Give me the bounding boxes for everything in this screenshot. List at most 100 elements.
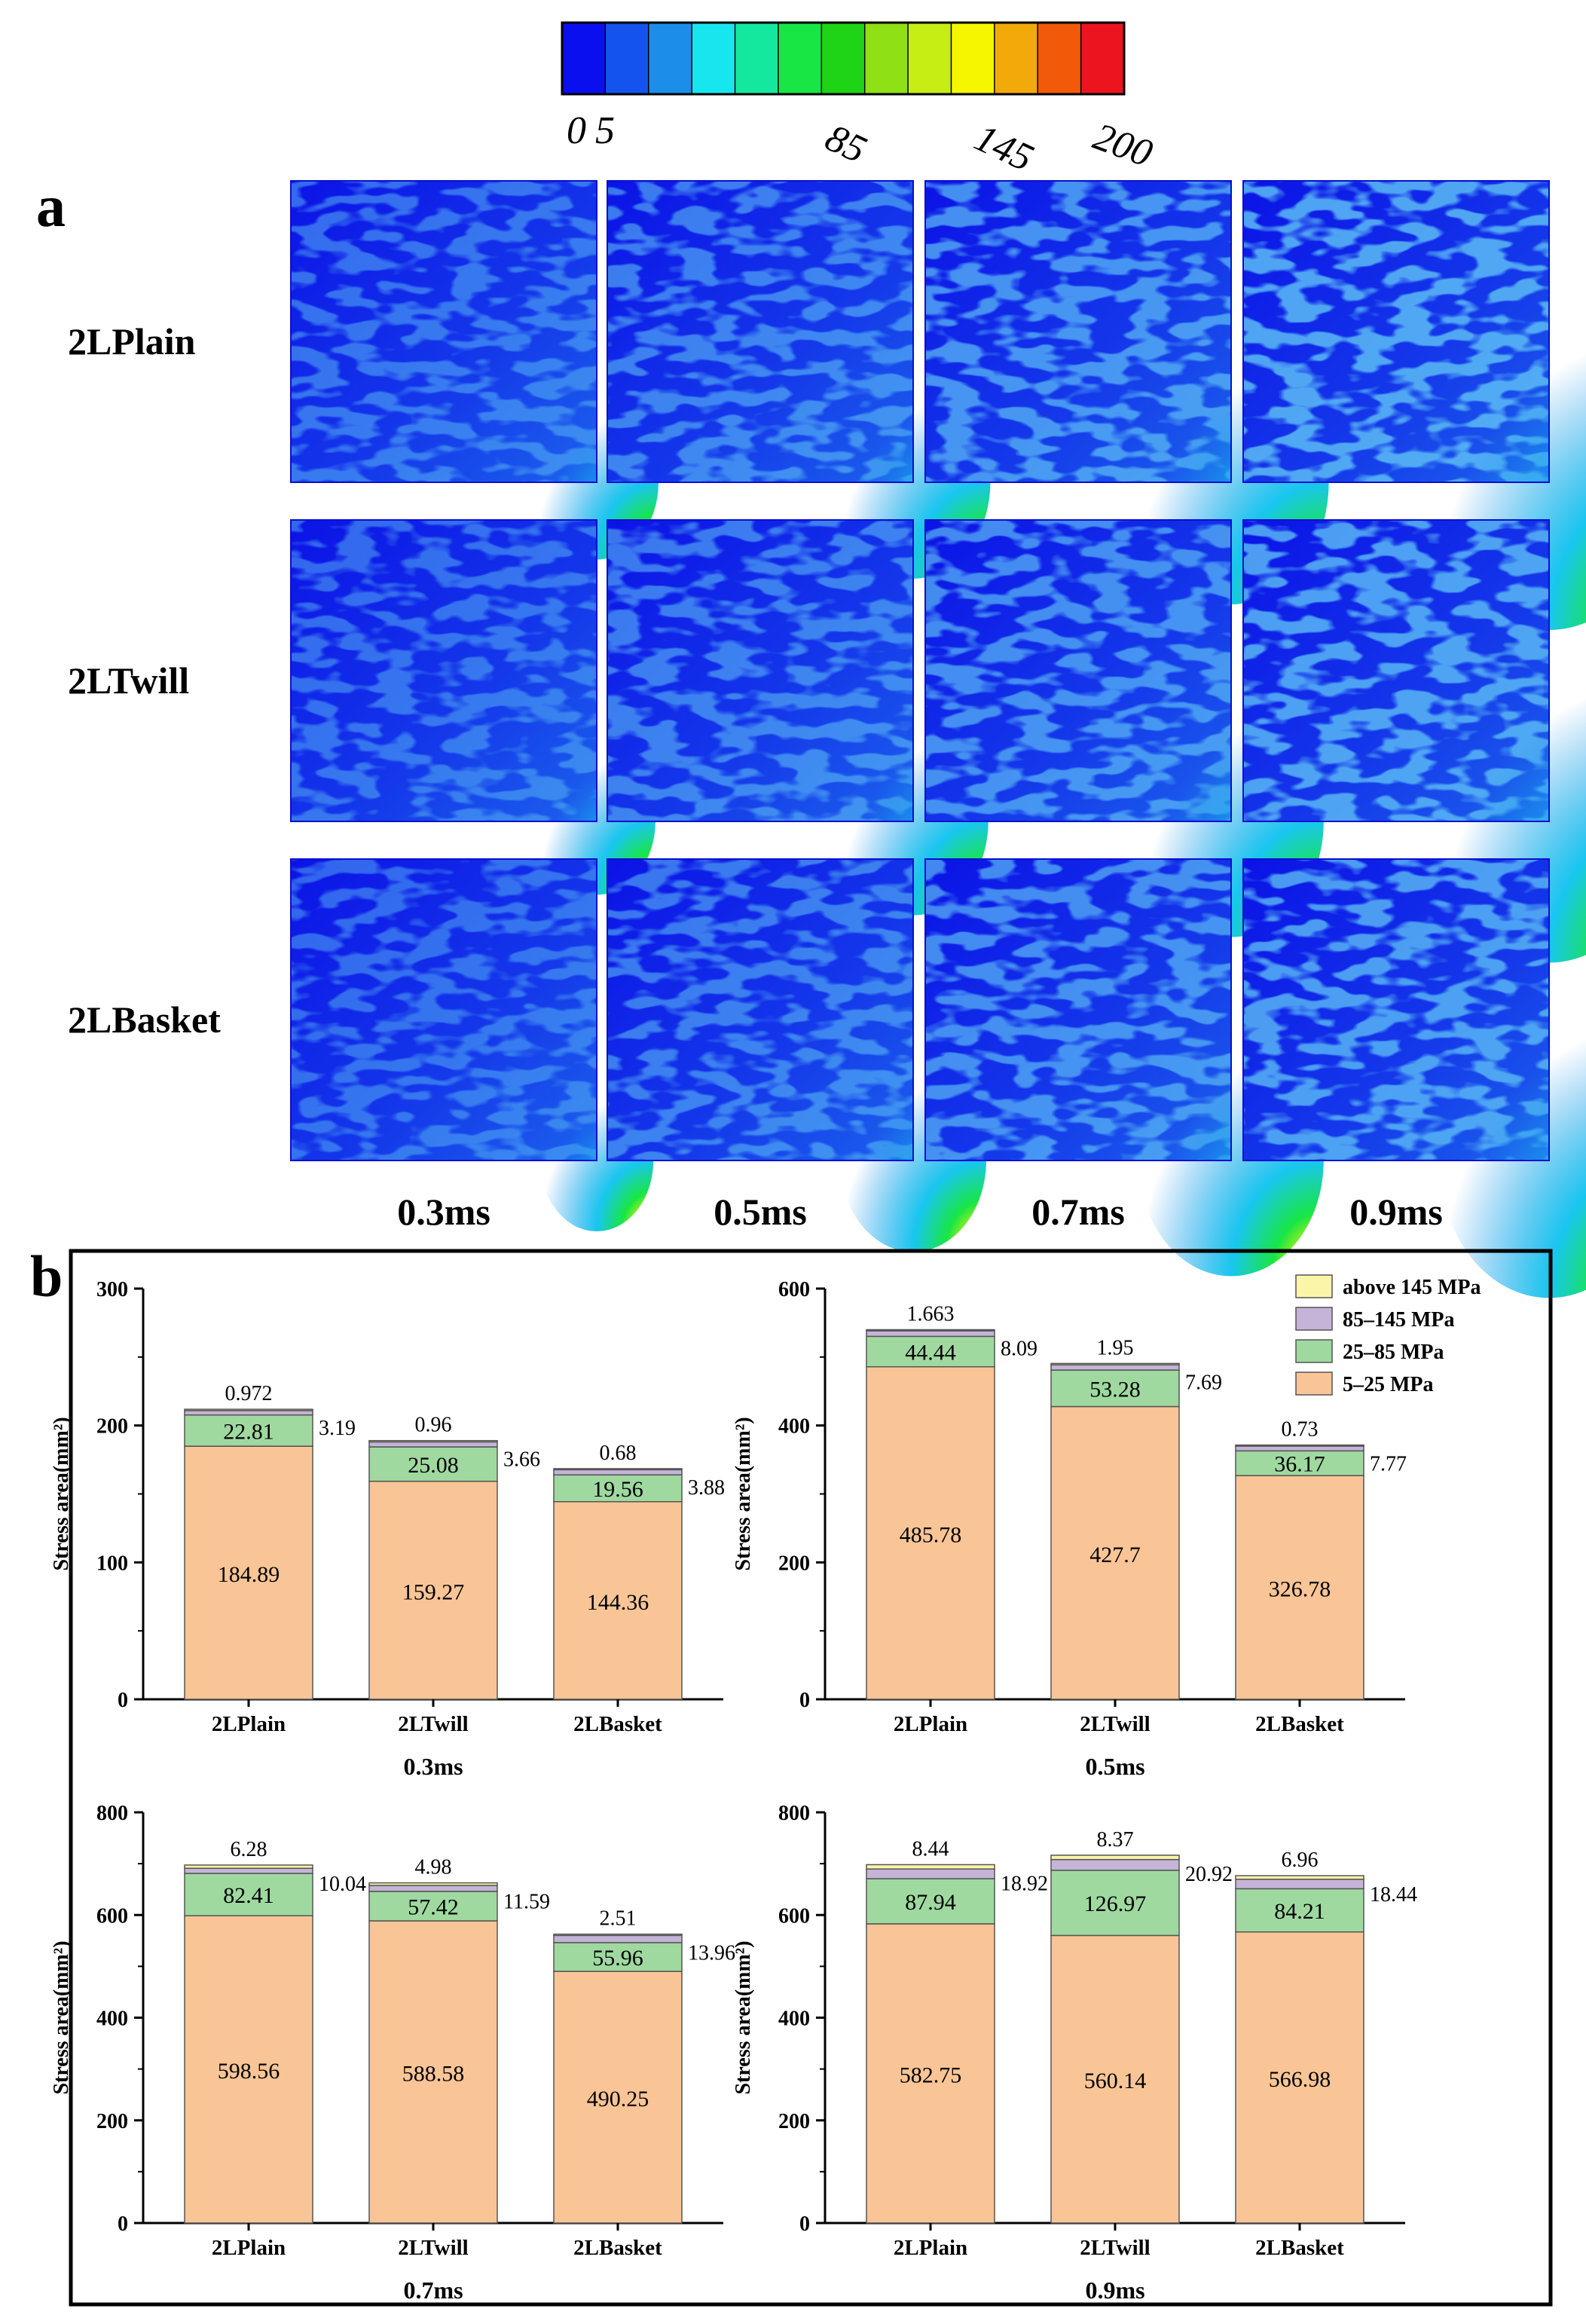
x-tick-label: 2LBasket [1255,1712,1344,1736]
bar-segment [1050,1934,1180,2224]
y-tick-label: 200 [96,1415,128,1439]
data-label: 18.92 [1001,1872,1048,1895]
colorbar-segment [951,23,995,94]
x-tick-label: 2LTwill [398,1712,469,1736]
x-tick-label: 2LPlain [894,2236,967,2260]
x-tick-label: 2LBasket [573,1712,662,1736]
data-label: 4.98 [415,1856,452,1879]
stress-map [290,858,654,1231]
data-label: 8.37 [1097,1828,1134,1852]
colorbar-tick-label: 5 [595,109,615,152]
bar-segment [553,1934,683,1943]
chart: 0 200 400 600 800 Stress area(mm²) 582.75 87.94… [732,1802,1417,2304]
legend-swatch [1295,1307,1333,1331]
row-label: 2LBasket [68,998,221,1041]
bar-segment [184,1867,313,1874]
bar-segment [1235,1931,1364,2224]
y-axis-label: Stress area(mm²) [732,1417,755,1570]
stress-map [924,858,1324,1277]
colorbar-segment [692,23,736,94]
data-label: 0.972 [225,1382,273,1405]
y-axis-label: Stress area(mm²) [732,1940,755,2094]
data-label: 19.56 [592,1477,643,1502]
stacked-bar-charts: 0 100 200 300 Stress area(mm²) 184.89 22.81 3.1… [50,1274,1481,2304]
row-label: 2LPlain [68,320,196,362]
bar-segment [866,1335,995,1368]
stress-map-border [924,180,1232,483]
y-tick-label: 600 [96,1904,128,1928]
data-label: 36.17 [1274,1452,1325,1477]
time-label: 0.9ms [1349,1191,1443,1233]
data-label: 3.19 [319,1417,356,1440]
bar-segment [184,1864,313,1869]
bar-segment [866,1923,995,2224]
legend-swatch [1295,1371,1333,1396]
bar-segment [184,1915,313,2224]
bar-segment [866,1330,995,1338]
data-label: 144.36 [587,1590,649,1615]
bar-segment [368,1441,498,1448]
data-label: 490.25 [587,2087,649,2111]
x-tick-label: 2LPlain [212,2236,286,2260]
data-label: 6.96 [1282,1848,1319,1872]
x-tick-label: 2LPlain [894,1712,967,1736]
stress-map-border [607,858,914,1161]
data-label: 126.97 [1084,1891,1147,1916]
bar-segment [1050,1858,1180,1871]
legend-label: 5–25 MPa [1343,1373,1434,1396]
data-label: 598.56 [218,2059,280,2084]
data-label: 84.21 [1274,1899,1325,1924]
legend-label: 85–145 MPa [1343,1308,1455,1332]
y-tick-label: 0 [118,1689,128,1712]
data-label: 485.78 [900,1522,962,1547]
colorbar-segment [778,23,822,94]
panel-b-label: b [30,1243,63,1309]
bar-segment [184,1410,313,1416]
data-label: 0.96 [415,1414,452,1437]
bar-segment [1235,1444,1364,1447]
data-label: 588.58 [402,2062,465,2087]
stress-map-border [607,519,914,822]
colorbar-segment [994,23,1038,94]
data-label: 1.663 [907,1303,955,1326]
bar-segment [553,1971,683,2224]
data-label: 55.96 [592,1946,643,1971]
colorbar-tick-label: 85 [819,116,872,172]
x-tick-label: 2LTwill [1080,1712,1151,1736]
y-tick-label: 300 [96,1278,128,1301]
data-label: 7.69 [1185,1371,1222,1394]
bar-segment [866,1329,995,1332]
stress-map-border [290,858,597,1161]
colorbar-segment [605,23,649,94]
chart-title: 0.3ms [403,1753,463,1780]
data-label: 22.81 [223,1419,274,1444]
panel-b-frame [69,1249,1553,2307]
colorbar-tick-label: 0 [567,109,586,152]
data-label: 0.68 [600,1442,637,1465]
data-label: 582.75 [900,2063,962,2088]
y-tick-label: 600 [778,1278,810,1301]
colorbar: 0 5 85 145 200 [561,21,1158,180]
data-label: 2.51 [600,1907,637,1931]
bar-segment [1235,1450,1364,1476]
bar-segment [553,1468,683,1471]
stress-map-border [924,858,1232,1161]
chart: 0 100 200 300 Stress area(mm²) 184.89 22.81 3.1… [50,1278,725,1780]
colorbar-segment [821,23,866,94]
data-label: 7.77 [1370,1453,1407,1476]
bar-segment [1050,1364,1180,1371]
bar-segment [1235,1888,1364,1933]
legend-label: 25–85 MPa [1343,1341,1444,1364]
stress-map [290,519,655,895]
y-tick-label: 200 [778,1552,810,1575]
stress-map-border [1242,858,1550,1161]
colorbar-segment [1080,23,1125,94]
row-label: 2LTwill [68,659,189,702]
y-tick-label: 800 [778,1802,810,1825]
colorbar-tick-label: 145 [968,116,1040,180]
data-label: 53.28 [1089,1377,1141,1402]
bar-segment [553,1500,683,1700]
data-label: 0.73 [1282,1418,1319,1442]
x-tick-label: 2LPlain [212,1712,286,1736]
colorbar-segment [648,23,692,94]
